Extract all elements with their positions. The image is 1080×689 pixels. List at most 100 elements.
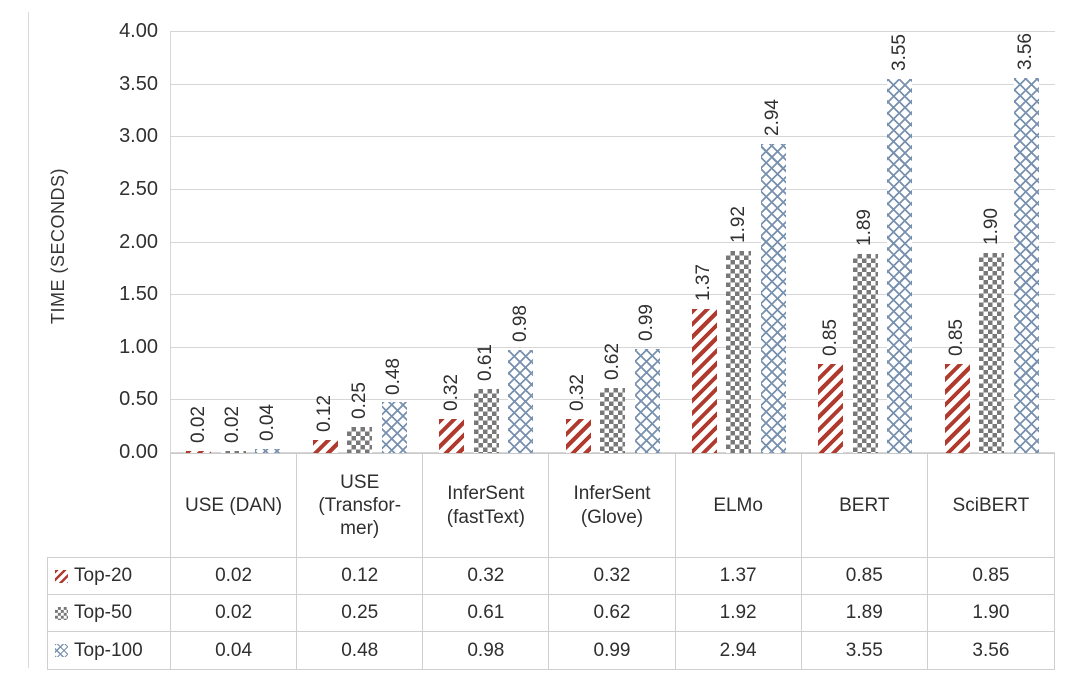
bar-value-label: 0.25 <box>348 381 370 419</box>
table-value-cell: 0.32 <box>549 558 676 594</box>
bar-top-100-4 <box>760 143 786 453</box>
table-value-cell: 0.61 <box>423 595 550 631</box>
bar-top-100-2 <box>508 349 534 453</box>
bar-value-label: 0.12 <box>314 395 336 433</box>
gridline <box>170 241 1055 243</box>
y-tick-label: 3.50 <box>119 72 158 95</box>
bar-top-100-3 <box>634 348 660 453</box>
bar-value-label: 0.32 <box>440 374 462 412</box>
gridline <box>170 346 1055 348</box>
category-label-0: USE (DAN) <box>171 454 298 557</box>
bar-value-label: 1.92 <box>727 205 749 243</box>
bar-top-20-6 <box>944 363 970 453</box>
bar-top-50-0 <box>220 450 246 453</box>
table-value-cell: 2.94 <box>676 632 802 669</box>
category-label-4: ELMo <box>676 454 802 557</box>
bar-top-50-1 <box>347 426 373 453</box>
gridline <box>170 294 1055 296</box>
table-value-cell: 1.92 <box>676 595 802 631</box>
table-row: Top-100 0.04 0.48 0.98 0.99 2.94 3.55 3.56 <box>48 632 1054 669</box>
legend-cell-top-100: Top-100 <box>48 632 171 669</box>
data-table-with-legend-keys: Top-20 0.02 0.12 0.32 0.32 1.37 0.85 0.85 Top-50… <box>47 557 1055 670</box>
legend-cell-top-20: Top-20 <box>48 558 171 594</box>
bar-value-label: 1.90 <box>980 208 1002 246</box>
bar-value-label: 0.02 <box>222 405 244 443</box>
gridline <box>170 83 1055 85</box>
bar-value-label: 0.62 <box>601 342 623 380</box>
bar-value-label: 0.02 <box>187 405 209 443</box>
bar-top-20-4 <box>691 308 717 453</box>
y-tick-label: 1.00 <box>119 335 158 358</box>
table-value-cell: 0.32 <box>423 558 550 594</box>
category-label-2: InferSent (fastText) <box>423 454 550 557</box>
bar-top-50-6 <box>979 253 1005 453</box>
table-value-cell: 0.04 <box>171 632 298 669</box>
bar-top-100-5 <box>887 79 913 453</box>
y-tick-label: 2.50 <box>119 177 158 200</box>
category-label-3: InferSent (Glove) <box>549 454 676 557</box>
category-label-5: BERT <box>802 454 928 557</box>
legend-key-top-20-icon <box>55 569 68 583</box>
table-value-cell: 1.90 <box>972 602 1010 623</box>
gridline <box>170 136 1055 138</box>
bar-top-20-5 <box>818 363 844 453</box>
category-label-6: SciBERT <box>952 494 1030 516</box>
series-name: Top-50 <box>74 602 133 623</box>
x-axis-category-row: USE (DAN) USE (Transfor- mer) InferSent (f… <box>170 453 1055 557</box>
table-value-cell: 0.48 <box>297 632 424 669</box>
series-name: Top-20 <box>74 565 133 586</box>
bar-value-label: 3.55 <box>888 34 910 72</box>
y-axis-title: TIME (SECONDS) <box>48 168 68 325</box>
table-value-cell: 3.56 <box>972 639 1010 661</box>
bar-value-label: 2.94 <box>762 98 784 136</box>
y-tick-label: 4.00 <box>119 20 158 42</box>
bar-value-label: 0.85 <box>946 318 968 356</box>
bar-top-20-0 <box>186 450 212 453</box>
table-value-cell: 0.99 <box>549 632 676 669</box>
bar-value-label: 0.61 <box>475 343 497 381</box>
bar-top-100-0 <box>255 448 281 453</box>
table-value-cell: 0.98 <box>423 632 550 669</box>
table-value-cell: 0.85 <box>972 565 1010 586</box>
y-tick-label: 0.50 <box>119 388 158 411</box>
y-tick-label: 0.00 <box>119 441 158 463</box>
bar-value-label: 0.99 <box>636 303 657 341</box>
table-value-cell: 1.37 <box>676 558 802 594</box>
table-value-cell: 0.62 <box>549 595 676 631</box>
bar-value-label: 0.04 <box>256 403 278 441</box>
table-value-cell: 0.02 <box>171 558 298 594</box>
gridline <box>170 188 1055 190</box>
bar-value-label: 0.48 <box>383 357 405 395</box>
bar-value-label: 0.32 <box>567 374 588 412</box>
legend-key-top-100-icon <box>55 644 68 657</box>
table-value-cell: 0.02 <box>171 595 298 631</box>
plot-area: 0.02 0.12 0.32 0.32 1.37 0.85 0.85 0.02 0.25 0.61… <box>170 32 1055 453</box>
bar-top-50-2 <box>473 388 499 453</box>
table-value-cell: 1.89 <box>802 595 928 631</box>
y-tick-label: 2.00 <box>119 230 158 253</box>
table-row: Top-50 0.02 0.25 0.61 0.62 1.92 1.89 1.90 <box>48 595 1054 632</box>
table-value-cell: 0.25 <box>297 595 424 631</box>
bar-top-50-3 <box>600 387 625 453</box>
bar-top-100-1 <box>381 402 407 453</box>
bar-value-label: 0.98 <box>509 304 531 342</box>
bar-value-label: 1.37 <box>693 263 715 301</box>
bar-top-20-3 <box>565 419 591 453</box>
bar-top-20-1 <box>312 440 338 453</box>
y-tick-label: 3.00 <box>119 125 158 148</box>
legend-key-top-50-icon <box>55 606 68 620</box>
series-name: Top-100 <box>74 639 143 661</box>
chart-left-border <box>28 12 29 668</box>
bar-top-50-4 <box>726 250 752 453</box>
bar-top-50-5 <box>852 254 878 453</box>
gridline <box>170 31 1055 32</box>
table-value-cell: 3.55 <box>802 632 928 669</box>
y-axis-line <box>170 32 171 453</box>
table-value-cell: 0.85 <box>802 558 928 594</box>
bar-value-label: 1.89 <box>854 209 876 247</box>
bar-value-label: 0.85 <box>819 318 841 356</box>
category-label-1: USE (Transfor- mer) <box>297 454 424 557</box>
legend-cell-top-50: Top-50 <box>48 595 171 631</box>
bar-top-100-6 <box>1013 78 1039 453</box>
table-row: Top-20 0.02 0.12 0.32 0.32 1.37 0.85 0.85 <box>48 558 1054 595</box>
